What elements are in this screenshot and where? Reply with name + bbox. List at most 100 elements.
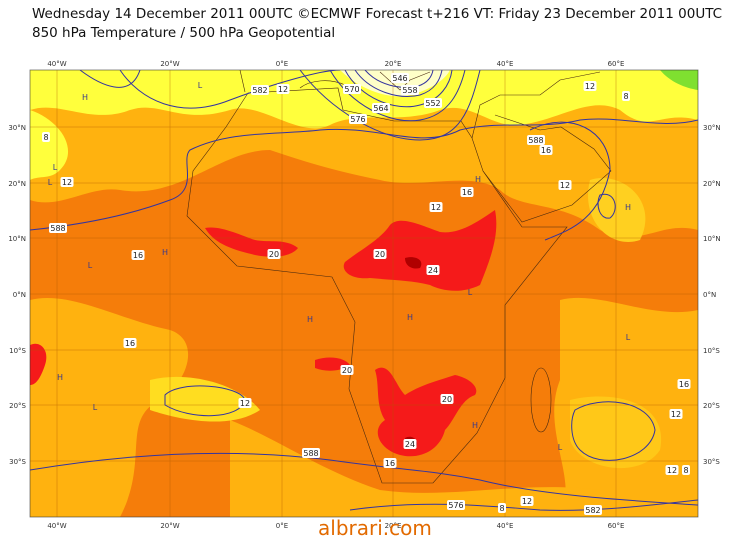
contour-label-box bbox=[391, 73, 409, 83]
contour-label-box bbox=[403, 439, 417, 449]
contour-label-box bbox=[429, 202, 443, 212]
lon-label: 20°E bbox=[385, 522, 402, 530]
pressure-center: H bbox=[407, 313, 413, 322]
contour-label-box bbox=[460, 187, 474, 197]
lon-label: 60°E bbox=[608, 522, 625, 530]
lon-label: 40°W bbox=[47, 60, 66, 68]
pressure-center: L bbox=[626, 333, 631, 342]
pressure-center: L bbox=[88, 261, 93, 270]
contour-label: 16 bbox=[385, 459, 395, 468]
contour-label-box bbox=[123, 338, 137, 348]
contour-label-box bbox=[131, 250, 145, 260]
pressure-center: L bbox=[48, 178, 53, 187]
pressure-center: H bbox=[475, 175, 481, 184]
contour-label: 8 bbox=[43, 133, 48, 142]
contour-label: 16 bbox=[125, 339, 135, 348]
contour-label: 20 bbox=[442, 395, 452, 404]
contour-label-box bbox=[60, 177, 74, 187]
contour-label-box bbox=[401, 85, 419, 95]
contour-label-box bbox=[440, 394, 454, 404]
contour-label-box bbox=[520, 496, 534, 506]
contour-label-box bbox=[251, 85, 269, 95]
contour-label-box bbox=[426, 265, 440, 275]
contour-label: 12 bbox=[585, 82, 595, 91]
contour-label-box bbox=[424, 98, 442, 108]
lat-label: 30°N bbox=[703, 124, 721, 132]
lat-label: 10°S bbox=[703, 347, 720, 355]
contour-label-box bbox=[343, 84, 361, 94]
contour-label: 552 bbox=[425, 99, 440, 108]
lat-label: 20°S bbox=[703, 402, 720, 410]
contour-label: 582 bbox=[252, 86, 267, 95]
contour-label-box bbox=[665, 465, 679, 475]
lat-label: 20°N bbox=[8, 180, 26, 188]
contour-label-box bbox=[527, 135, 545, 145]
lon-label: 20°W bbox=[160, 60, 179, 68]
contour-label-box bbox=[669, 409, 683, 419]
contour-label: 16 bbox=[462, 188, 472, 197]
lon-label: 20°W bbox=[160, 522, 179, 530]
contour-label-box bbox=[302, 448, 320, 458]
contour-label-box bbox=[267, 249, 281, 259]
contour-label: 570 bbox=[344, 85, 359, 94]
contour-label-box bbox=[276, 84, 290, 94]
pressure-center: L bbox=[558, 443, 563, 452]
contour-label-box bbox=[498, 503, 506, 513]
contour-label: 588 bbox=[528, 136, 543, 145]
contour-label-box bbox=[583, 81, 597, 91]
contour-label: 582 bbox=[585, 506, 600, 515]
contour-label: 12 bbox=[62, 178, 72, 187]
lon-label: 40°E bbox=[497, 522, 514, 530]
lat-label: 30°S bbox=[9, 458, 26, 466]
geopotential-contours bbox=[30, 70, 698, 511]
contour-label: 12 bbox=[522, 497, 532, 506]
contour-label-box bbox=[238, 398, 252, 408]
contour-label: 576 bbox=[350, 115, 365, 124]
contour-label-box bbox=[584, 505, 602, 515]
lat-label: 20°N bbox=[703, 180, 721, 188]
lat-label: 0°N bbox=[703, 291, 716, 299]
contour-label: 12 bbox=[240, 399, 250, 408]
contour-label-box bbox=[677, 379, 691, 389]
contour-label: 12 bbox=[431, 203, 441, 212]
pressure-center: H bbox=[82, 93, 88, 102]
contour-label: 12 bbox=[560, 181, 570, 190]
lon-label: 0°E bbox=[276, 522, 288, 530]
title-line: Wednesday 14 December 2011 00UTC ©ECMWF … bbox=[32, 6, 723, 22]
contour-label-box bbox=[372, 103, 390, 113]
watermark: albrari.com bbox=[318, 516, 432, 540]
pressure-center: L bbox=[198, 81, 203, 90]
contour-label: 8 bbox=[499, 504, 504, 513]
lon-label: 60°E bbox=[608, 60, 625, 68]
lat-label: 0°N bbox=[13, 291, 26, 299]
contour-label-box bbox=[42, 132, 50, 142]
map-frame bbox=[29, 69, 699, 518]
contour-label-box bbox=[558, 180, 572, 190]
contour-label: 16 bbox=[541, 146, 551, 155]
contour-label: 564 bbox=[373, 104, 388, 113]
lat-label: 30°S bbox=[703, 458, 720, 466]
contour-label: 16 bbox=[133, 251, 143, 260]
contour-label: 12 bbox=[671, 410, 681, 419]
contour-label: 24 bbox=[428, 266, 438, 275]
pressure-center: H bbox=[57, 373, 63, 382]
contour-label: 12 bbox=[667, 466, 677, 475]
lat-label: 10°N bbox=[8, 235, 26, 243]
contour-label: 20 bbox=[269, 250, 279, 259]
lon-label: 40°E bbox=[497, 60, 514, 68]
pressure-center: H bbox=[625, 203, 631, 212]
contour-label: 20 bbox=[375, 250, 385, 259]
lat-label: 10°S bbox=[9, 347, 26, 355]
contour-label-box bbox=[340, 365, 354, 375]
contour-label-box bbox=[373, 249, 387, 259]
graticule bbox=[29, 69, 699, 518]
subtitle-line: 850 hPa Temperature / 500 hPa Geopotenti… bbox=[32, 25, 336, 41]
contour-label-box bbox=[622, 91, 630, 101]
pressure-center: L bbox=[53, 163, 58, 172]
contour-label: 16 bbox=[679, 380, 689, 389]
pressure-center: H bbox=[307, 315, 313, 324]
contour-label: 546 bbox=[392, 74, 407, 83]
contour-label: 588 bbox=[50, 224, 65, 233]
contour-label-box bbox=[349, 114, 367, 124]
contour-label-box bbox=[682, 465, 690, 475]
